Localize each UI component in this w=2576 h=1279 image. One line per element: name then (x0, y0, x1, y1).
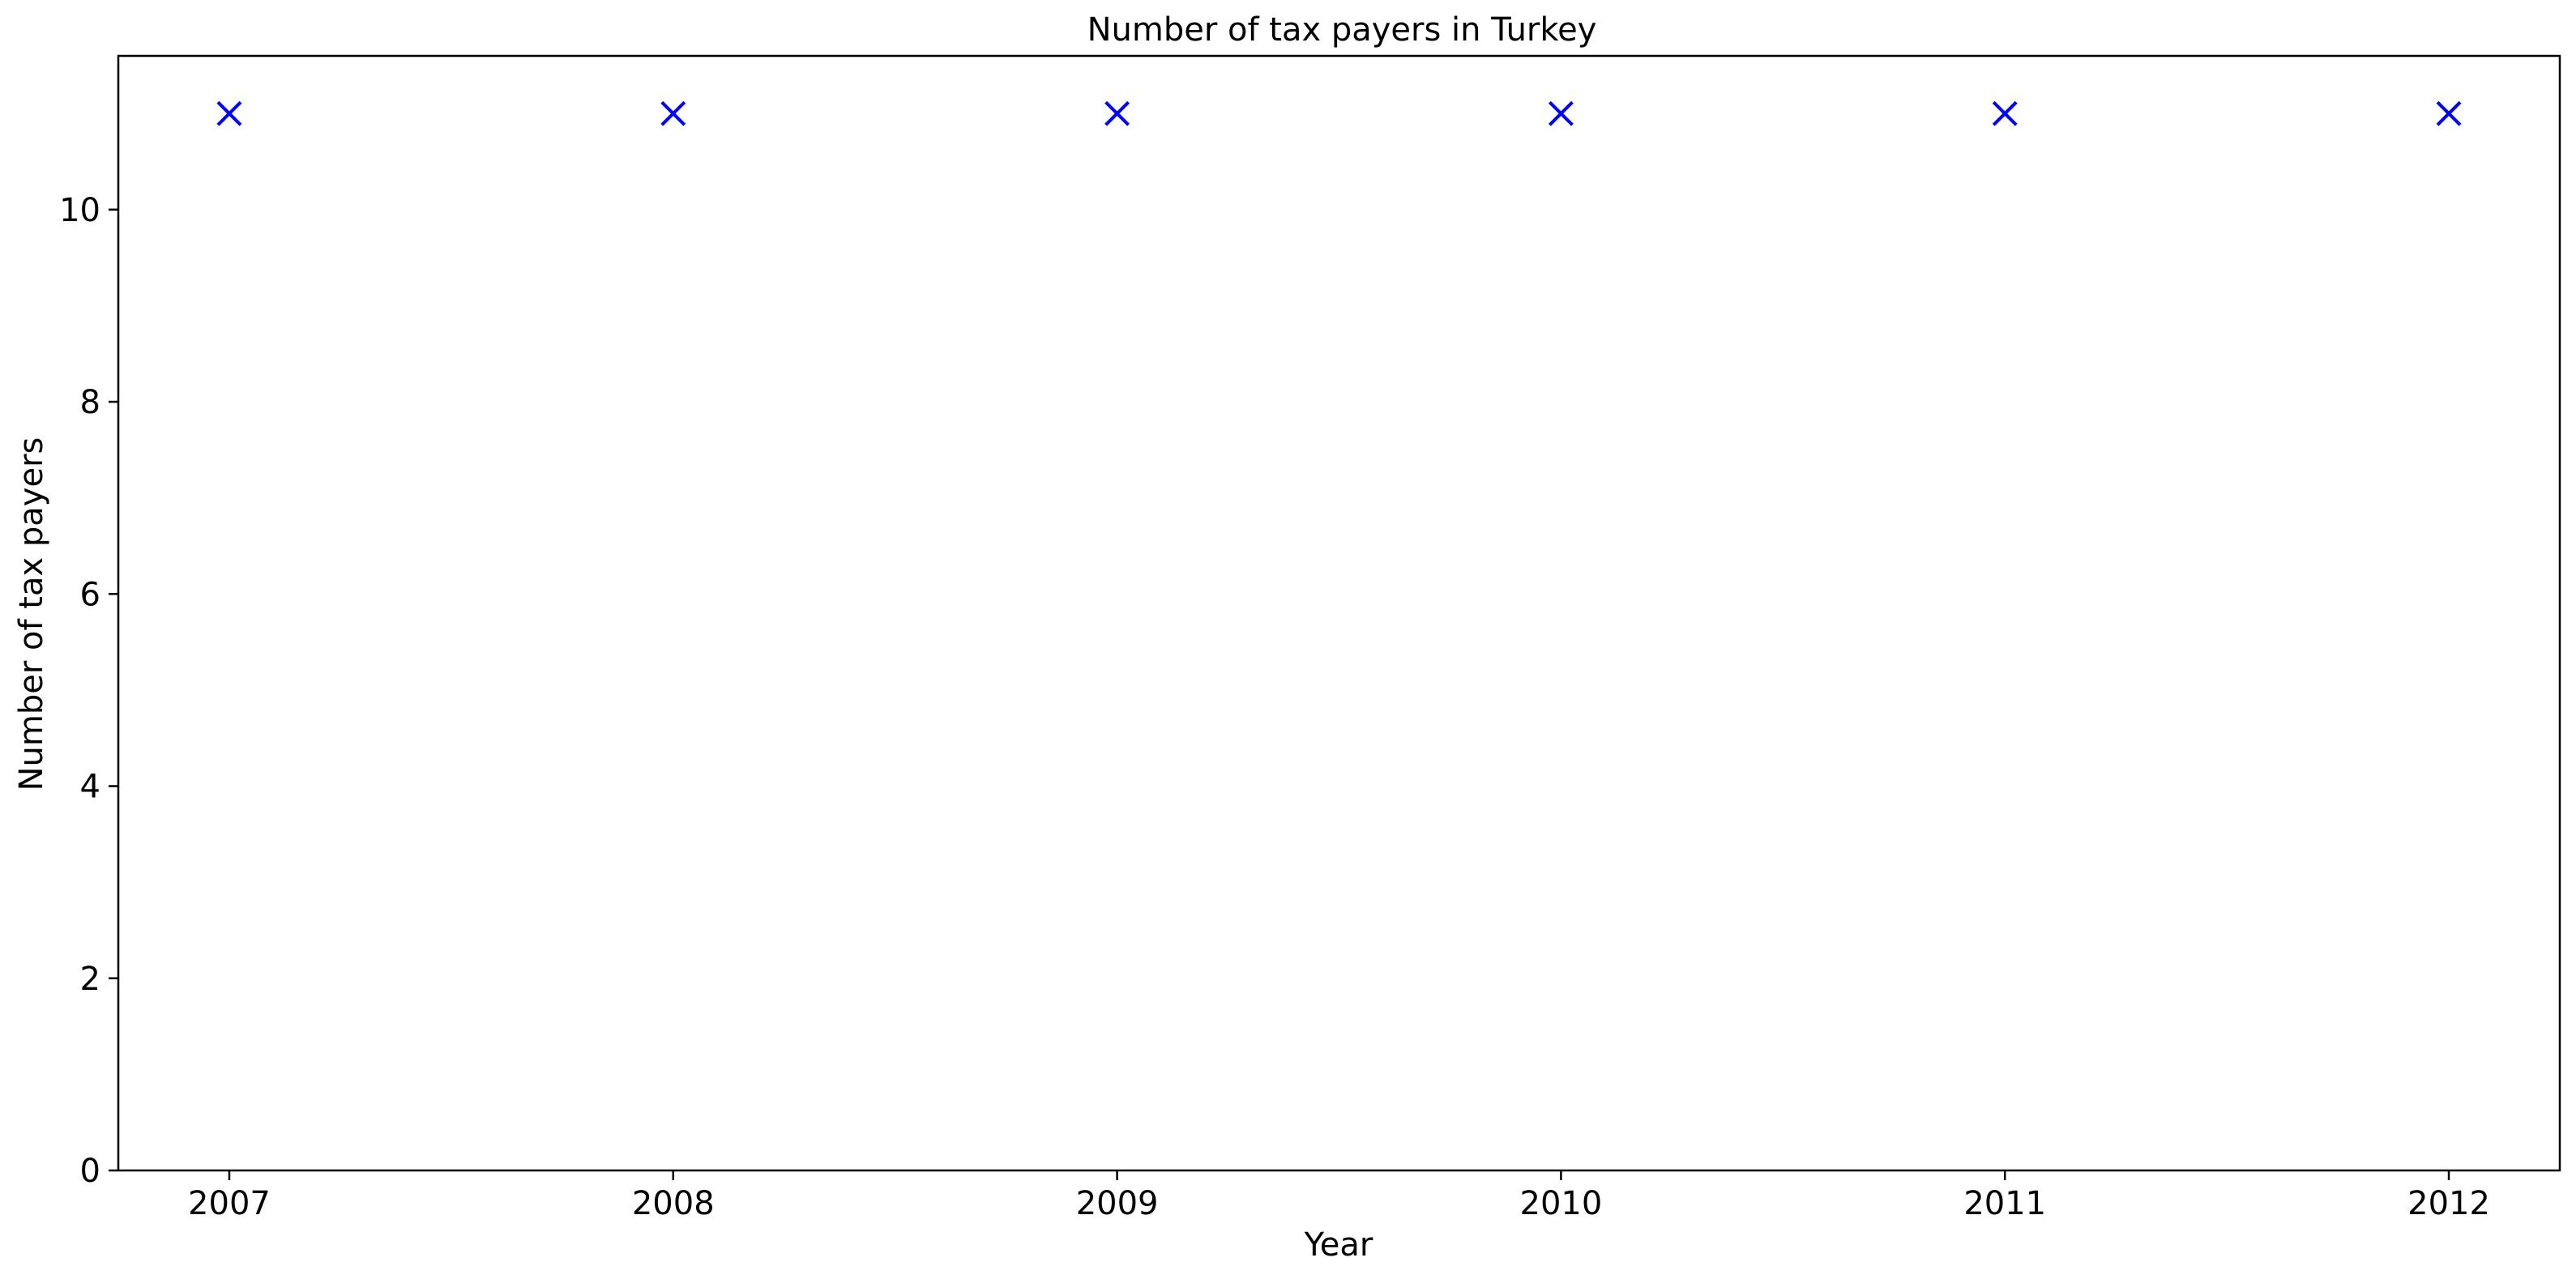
y-axis: 0 2 4 6 8 10 (59, 192, 118, 1190)
data-points (216, 100, 2462, 126)
data-point-x-marker (216, 100, 242, 126)
plot-area: 0 2 4 6 8 10 2007 2008 2009 2010 2011 2012 (59, 54, 2561, 1222)
data-point-x-marker (2436, 100, 2462, 126)
y-tick-label: 0 (80, 1153, 100, 1190)
x-tick-label: 2011 (1963, 1185, 2046, 1222)
x-tick-label: 2009 (1076, 1185, 1159, 1222)
x-axis-label: Year (1304, 1226, 1373, 1264)
plot-frame (117, 54, 2561, 1172)
x-tick-label: 2008 (632, 1185, 715, 1222)
x-axis: 2007 2008 2009 2010 2011 2012 (188, 1170, 2490, 1222)
x-tick-label: 2007 (188, 1185, 271, 1222)
x-tick-label: 2010 (1520, 1185, 1603, 1222)
y-tick-label: 8 (80, 384, 100, 421)
x-tick-label: 2012 (2407, 1185, 2490, 1222)
y-tick-label: 6 (80, 576, 100, 613)
y-tick-label: 10 (59, 192, 100, 229)
chart-title: Number of tax payers in Turkey (1087, 11, 1597, 49)
y-tick-label: 4 (80, 769, 100, 806)
y-tick-label: 2 (80, 961, 100, 998)
data-point-x-marker (1548, 100, 1574, 126)
data-point-x-marker (660, 100, 686, 126)
y-axis-label: Number of tax payers (13, 437, 50, 791)
data-point-x-marker (1992, 100, 2018, 126)
data-point-x-marker (1104, 100, 1130, 126)
